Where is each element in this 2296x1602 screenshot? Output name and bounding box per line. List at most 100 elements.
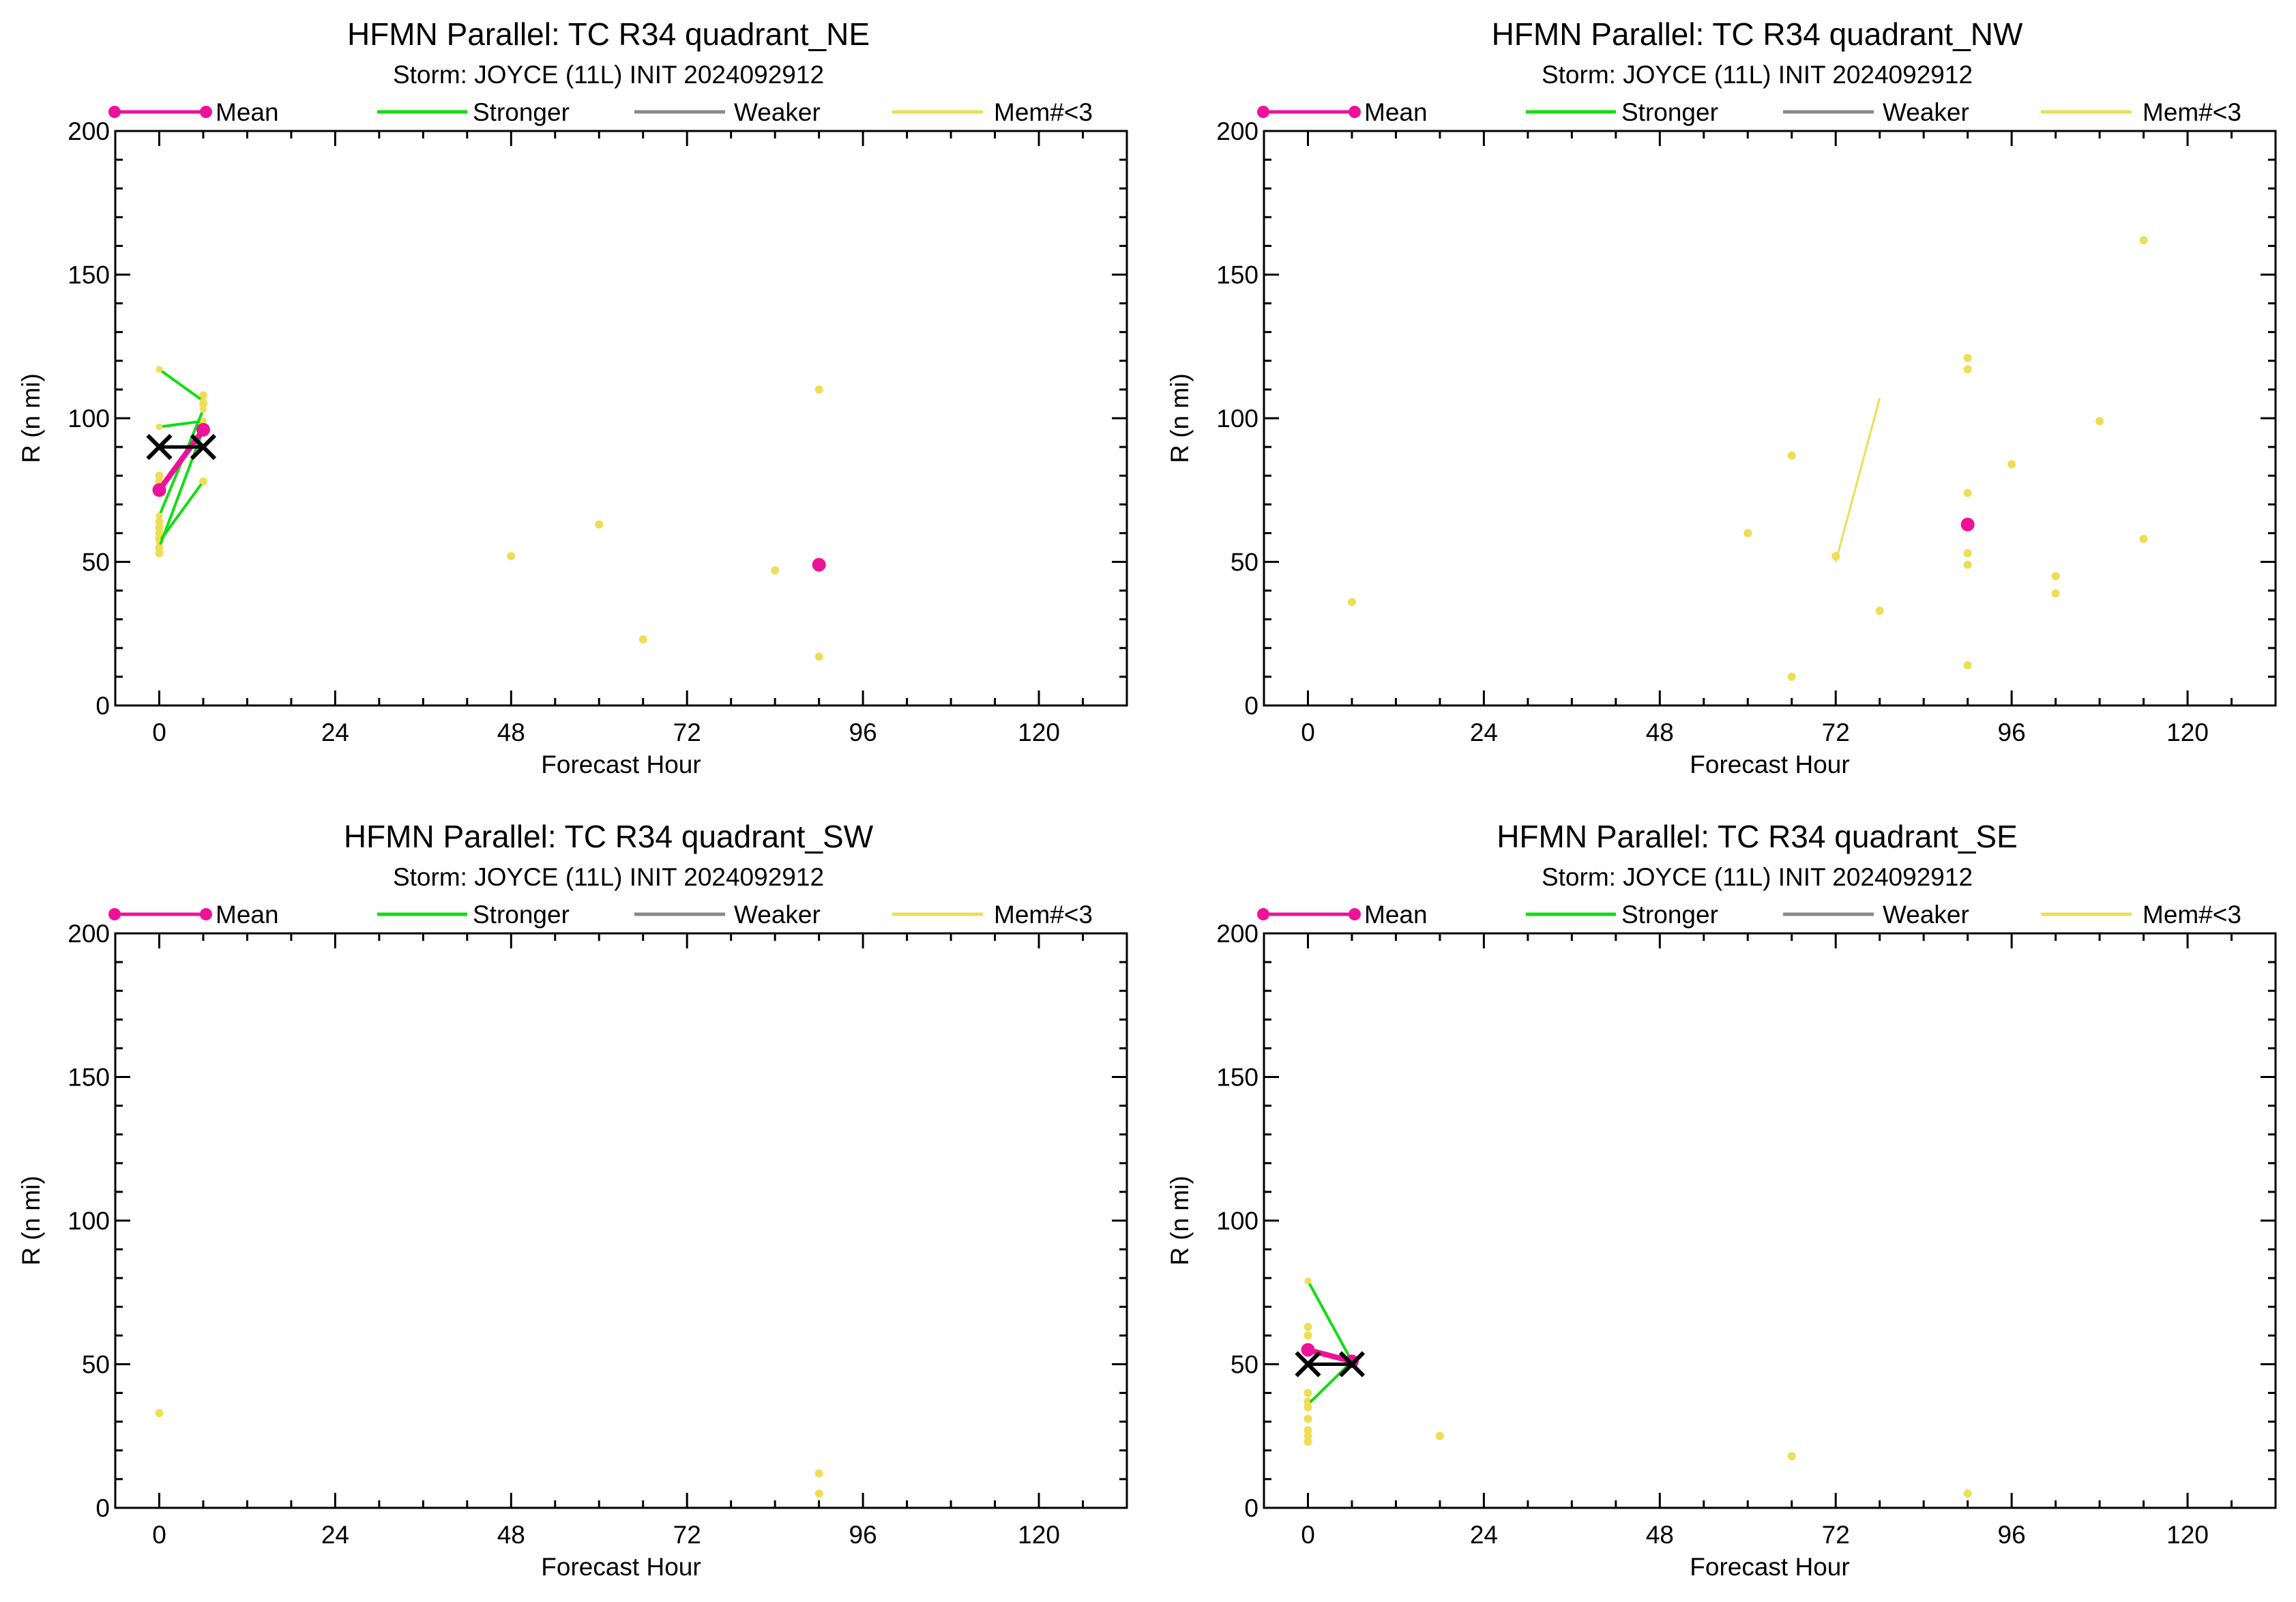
x-tick-label: 48 <box>1646 718 1674 746</box>
y-tick-label: 100 <box>68 1207 110 1235</box>
chart-panel-ne: HFMN Parallel: TC R34 quadrant_NE Storm: … <box>17 16 1128 778</box>
chart-subtitle: Storm: JOYCE (11L) INIT 2024092912 <box>1542 863 1973 891</box>
plot-frame <box>1263 130 2277 707</box>
legend-stronger-label: Stronger <box>1621 98 1718 126</box>
x-tick-label: 0 <box>152 718 166 746</box>
few-member-point <box>1304 1414 1312 1423</box>
legend-mean-label: Mean <box>1364 901 1428 929</box>
few-member-point <box>2051 589 2060 598</box>
stronger-member-line <box>159 420 204 428</box>
y-tick-label: 150 <box>68 1064 110 1092</box>
x-tick-label: 24 <box>1470 1521 1498 1549</box>
few-member-line <box>1834 398 1881 562</box>
y-tick-label: 200 <box>1216 920 1259 948</box>
x-axis-label: Forecast Hour <box>541 751 701 778</box>
few-member-point <box>1963 353 1972 362</box>
y-tick-label: 100 <box>1216 405 1259 433</box>
few-member-point <box>2139 534 2148 543</box>
y-tick-label: 150 <box>1216 261 1259 289</box>
stronger-member-end <box>199 397 207 405</box>
few-member-point <box>155 517 164 526</box>
few-member-point <box>1875 607 1884 615</box>
x-tick-label: 24 <box>321 718 349 746</box>
legend-mean-marker <box>200 908 212 920</box>
few-member-point <box>1304 1322 1312 1331</box>
few-member-point <box>1304 1331 1312 1340</box>
stronger-member-line <box>158 368 205 403</box>
chart-title: HFMN Parallel: TC R34 quadrant_NW <box>1492 16 2023 52</box>
stronger-member-start <box>156 423 163 431</box>
y-tick-label: 200 <box>68 920 110 948</box>
x-tick-label: 72 <box>1822 1521 1850 1549</box>
few-member-point <box>1435 1431 1444 1440</box>
stronger-member-start <box>156 544 163 551</box>
x-tick-label: 120 <box>2166 718 2209 746</box>
few-member-point <box>595 520 604 529</box>
observed-x-stroke <box>1295 1351 1321 1378</box>
stronger-member-end <box>199 418 207 425</box>
x-tick-label: 96 <box>1998 1521 2026 1549</box>
few-member-point <box>814 1469 823 1478</box>
legend-mean-marker <box>1349 908 1361 920</box>
y-tick-label: 0 <box>1244 1494 1259 1522</box>
stronger-member-start <box>1304 1277 1312 1285</box>
few-member-point <box>1304 1438 1312 1446</box>
x-tick-label: 0 <box>1301 1521 1315 1549</box>
legend-mean-marker <box>1257 106 1269 118</box>
legend-few-members-label: Mem#<3 <box>2143 901 2241 929</box>
legend-mean-label: Mean <box>216 98 279 126</box>
y-tick-label: 50 <box>82 549 110 577</box>
few-member-point <box>638 635 647 644</box>
few-member-point <box>1304 1431 1312 1440</box>
x-tick-label: 48 <box>1646 1521 1674 1549</box>
few-member-point <box>1743 529 1752 538</box>
legend-mean-marker <box>200 106 212 118</box>
few-member-point <box>1963 560 1972 569</box>
chart-subtitle: Storm: JOYCE (11L) INIT 2024092912 <box>393 61 824 89</box>
plot-frame <box>114 932 1128 1509</box>
y-tick-label: 50 <box>1231 549 1259 577</box>
few-member-point <box>155 529 164 538</box>
observed-x-stroke <box>146 433 173 461</box>
few-member-point <box>2051 572 2060 581</box>
legend-stronger-label: Stronger <box>473 901 570 929</box>
few-member-point <box>1787 672 1796 681</box>
y-axis-label: R (n mi) <box>1166 1176 1194 1266</box>
x-axis-label: Forecast Hour <box>1690 751 1849 778</box>
few-member-point <box>814 1489 823 1498</box>
chart-panel-sw: HFMN Parallel: TC R34 quadrant_SW Storm: … <box>17 819 1128 1581</box>
y-tick-label: 200 <box>1216 117 1259 145</box>
stronger-member-end <box>199 406 207 413</box>
legend-few-members-label: Mem#<3 <box>994 901 1093 929</box>
few-member-point <box>155 523 164 531</box>
stronger-member-start <box>156 512 163 520</box>
legend-mean-label: Mean <box>1364 98 1428 126</box>
stronger-member-line <box>158 429 205 549</box>
x-tick-label: 24 <box>1470 718 1498 746</box>
legend-weaker-label: Weaker <box>1883 98 1969 126</box>
y-tick-label: 0 <box>1244 692 1259 720</box>
mean-point <box>812 557 826 572</box>
x-tick-label: 24 <box>321 1521 349 1549</box>
x-tick-label: 48 <box>497 1521 525 1549</box>
few-member-point <box>1963 549 1972 557</box>
y-axis-label: R (n mi) <box>17 1176 45 1266</box>
x-tick-label: 72 <box>673 718 701 746</box>
legend-mean-marker <box>108 106 121 118</box>
few-member-point <box>1787 1452 1796 1461</box>
few-member-point <box>155 549 164 557</box>
mean-point <box>196 422 210 437</box>
x-tick-label: 96 <box>849 718 877 746</box>
chart-subtitle: Storm: JOYCE (11L) INIT 2024092912 <box>393 863 824 891</box>
mean-point <box>152 483 166 497</box>
y-tick-label: 150 <box>1216 1064 1259 1092</box>
chart-title: HFMN Parallel: TC R34 quadrant_SE <box>1497 819 2018 854</box>
legend-mean-marker <box>1257 908 1269 920</box>
y-tick-label: 0 <box>95 692 110 720</box>
plot-frame <box>114 130 1128 707</box>
stronger-member-start <box>1304 1401 1312 1408</box>
few-member-point <box>771 566 780 575</box>
x-tick-label: 0 <box>152 1521 166 1549</box>
x-tick-label: 96 <box>1998 718 2026 746</box>
y-tick-label: 50 <box>1231 1351 1259 1379</box>
